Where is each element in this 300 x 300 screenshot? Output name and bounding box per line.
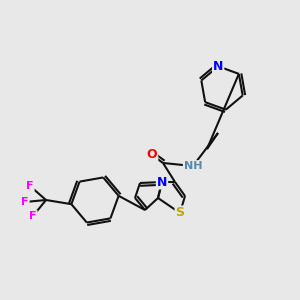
Text: N: N: [213, 60, 224, 73]
Text: F: F: [21, 197, 29, 207]
Text: F: F: [26, 181, 34, 191]
Text: NH: NH: [184, 161, 202, 171]
Text: N: N: [157, 176, 167, 188]
Text: O: O: [147, 148, 157, 161]
Text: S: S: [176, 206, 184, 220]
Text: F: F: [29, 211, 37, 221]
